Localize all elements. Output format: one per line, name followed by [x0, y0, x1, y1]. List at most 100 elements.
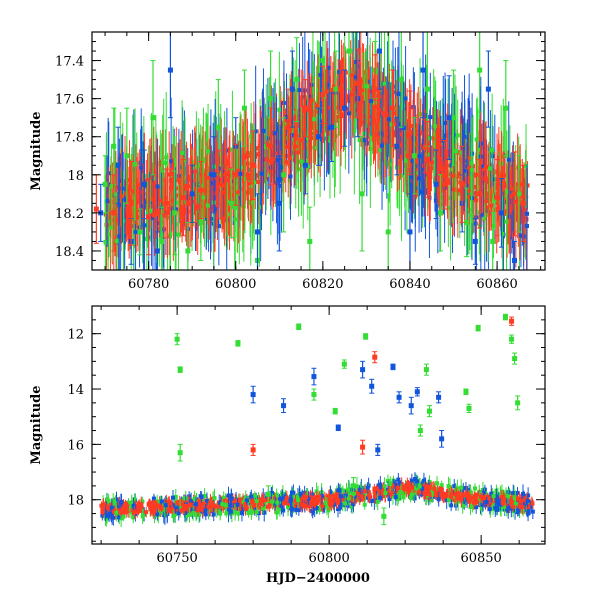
data-point — [241, 105, 247, 111]
data-point — [233, 217, 238, 222]
data-point — [372, 86, 378, 92]
data-point — [324, 89, 329, 94]
data-point — [341, 102, 346, 107]
data-point — [436, 142, 441, 147]
data-point — [169, 185, 174, 190]
data-point — [188, 175, 193, 180]
data-point — [327, 141, 332, 146]
data-point — [391, 111, 396, 116]
data-point — [195, 203, 200, 208]
data-point — [356, 92, 361, 97]
data-point — [346, 111, 351, 116]
data-point — [520, 200, 526, 206]
data-point — [496, 177, 501, 182]
data-point — [487, 166, 492, 171]
data-point — [142, 223, 147, 228]
data-point — [332, 71, 337, 76]
data-point — [268, 96, 274, 102]
data-point — [320, 58, 326, 64]
data-point — [346, 48, 352, 54]
data-point — [432, 132, 437, 137]
data-point — [232, 205, 237, 210]
data-point — [468, 505, 473, 510]
data-point — [140, 209, 145, 214]
data-point — [214, 508, 219, 513]
data-point — [394, 143, 400, 149]
data-point — [491, 223, 496, 228]
data-point — [429, 166, 434, 171]
data-point — [329, 124, 335, 130]
data-point — [146, 214, 152, 220]
data-point — [342, 105, 348, 111]
data-point — [302, 105, 308, 111]
data-point — [490, 154, 495, 159]
y-tick-label: 18.2 — [55, 207, 84, 222]
data-point — [287, 155, 292, 160]
data-point — [370, 89, 375, 94]
data-point — [194, 164, 199, 169]
data-point — [131, 240, 136, 245]
data-point — [416, 129, 421, 134]
data-point — [420, 166, 425, 171]
data-point — [133, 182, 138, 187]
data-point — [340, 502, 345, 507]
data-point — [141, 190, 146, 195]
data-point — [102, 181, 108, 187]
data-point — [380, 117, 385, 122]
data-point — [518, 233, 523, 238]
data-point — [407, 130, 413, 136]
data-point — [336, 76, 341, 81]
data-point — [300, 108, 305, 113]
data-point — [352, 84, 357, 89]
data-point — [350, 92, 355, 97]
data-point — [439, 166, 444, 171]
data-point — [208, 172, 213, 177]
data-point — [435, 488, 440, 493]
data-point — [274, 492, 279, 497]
data-point — [326, 508, 331, 513]
data-point — [452, 187, 457, 192]
y-tick-label: 17.8 — [55, 131, 84, 146]
data-point — [302, 490, 307, 495]
data-point — [422, 145, 427, 150]
data-point — [126, 500, 131, 505]
data-point — [230, 147, 235, 152]
data-point — [339, 76, 344, 81]
data-point — [318, 72, 323, 77]
data-point — [337, 70, 342, 75]
data-point — [362, 502, 367, 507]
data-point — [395, 139, 400, 144]
data-point — [376, 48, 382, 54]
data-point — [183, 513, 188, 518]
data-point — [469, 161, 474, 166]
data-point — [311, 117, 316, 122]
x-tick-label: 60860 — [476, 277, 517, 292]
data-point — [162, 213, 167, 218]
data-point — [186, 184, 191, 189]
data-point — [168, 178, 173, 183]
data-point — [357, 86, 362, 91]
data-point — [339, 497, 344, 502]
data-point — [336, 507, 341, 512]
data-point — [111, 143, 117, 149]
data-point — [196, 163, 201, 168]
data-point — [320, 131, 325, 136]
data-point — [296, 113, 301, 118]
data-point — [359, 191, 365, 197]
data-point — [444, 149, 449, 154]
data-point — [477, 67, 483, 73]
data-point — [171, 198, 176, 203]
data-point — [188, 505, 193, 510]
data-point — [394, 99, 399, 104]
data-point — [265, 136, 270, 141]
data-point — [508, 176, 513, 181]
data-point — [384, 112, 389, 117]
data-point — [213, 204, 218, 209]
data-point — [474, 137, 479, 142]
data-point — [418, 112, 423, 117]
data-point — [393, 90, 398, 95]
data-point — [139, 165, 144, 170]
data-point — [105, 497, 110, 502]
data-point — [530, 509, 535, 514]
data-point — [285, 124, 291, 130]
